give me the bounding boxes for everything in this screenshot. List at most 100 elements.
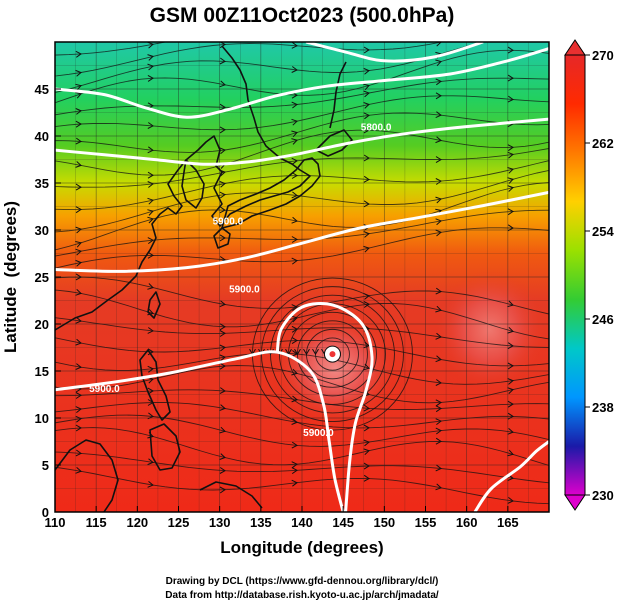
colorbar-max-arrow bbox=[564, 39, 586, 56]
streamline-arrow bbox=[507, 497, 514, 504]
streamline-arrow bbox=[75, 317, 82, 324]
streamline-arrow bbox=[75, 289, 82, 296]
streamline-arrow bbox=[147, 308, 154, 316]
streamline-arrow bbox=[75, 69, 82, 77]
streamline-arrow bbox=[508, 12, 514, 18]
streamline-arrow bbox=[219, 330, 226, 337]
streamline-arrow bbox=[507, 74, 514, 82]
streamline-arrow bbox=[507, 428, 514, 435]
streamline-arrow bbox=[147, 209, 154, 216]
y-tick-label: 10 bbox=[35, 411, 49, 426]
streamline-arrow bbox=[507, 300, 514, 308]
streamline-arrow bbox=[147, 181, 154, 188]
streamline-arrow bbox=[291, 118, 298, 126]
y-tick-label: 45 bbox=[35, 82, 49, 97]
streamline-arrow bbox=[435, 355, 442, 363]
streamline-arrow bbox=[75, 137, 82, 145]
x-tick-label: 155 bbox=[415, 515, 437, 530]
y-tick-label: 30 bbox=[35, 223, 49, 238]
streamline-arrow bbox=[435, 59, 442, 67]
streamline-arrow bbox=[291, 441, 298, 449]
vortex-eye bbox=[329, 351, 336, 358]
coastline-east-asia bbox=[55, 45, 311, 331]
streamline-arrow bbox=[363, 102, 370, 109]
streamline-arrow bbox=[508, 34, 513, 40]
coastline-new-guinea bbox=[199, 481, 263, 509]
streamline-arrow bbox=[291, 216, 298, 224]
x-tick-label: 140 bbox=[291, 515, 313, 530]
streamline-arrow bbox=[75, 415, 82, 423]
streamline-arrow bbox=[219, 344, 226, 352]
streamline-arrow bbox=[363, 46, 370, 54]
contour-label: 5900.0 bbox=[229, 284, 260, 295]
streamline-arrow bbox=[219, 486, 226, 494]
colorbar-tick-label: 262 bbox=[592, 136, 614, 151]
colorbar: 230 238 246 254 262 270 bbox=[564, 39, 614, 511]
streamlines bbox=[55, 12, 549, 505]
streamline-arrow bbox=[363, 424, 370, 432]
streamline-arrow bbox=[435, 92, 442, 100]
streamline-arrow bbox=[147, 216, 154, 224]
y-tick-label: 15 bbox=[35, 364, 49, 379]
streamline-arrow bbox=[75, 83, 82, 91]
streamline-arrow bbox=[291, 395, 298, 403]
streamline-arrow bbox=[219, 103, 226, 111]
x-tick-label: 150 bbox=[373, 515, 395, 530]
x-tick-label: 135 bbox=[250, 515, 272, 530]
streamline-arrow bbox=[294, 348, 301, 356]
streamline-arrow bbox=[363, 462, 370, 470]
streamline-arrow bbox=[507, 46, 514, 54]
streamline-arrow bbox=[291, 191, 298, 199]
streamline-arrow bbox=[219, 300, 226, 308]
streamline-arrow bbox=[75, 92, 82, 99]
colorbar-tick-label: 254 bbox=[592, 224, 614, 239]
streamline-arrow bbox=[507, 387, 514, 394]
coastline-luzon bbox=[139, 349, 171, 421]
streamline-arrow bbox=[363, 363, 370, 371]
streamline-arrow bbox=[303, 348, 310, 356]
streamline-arrow bbox=[75, 226, 82, 234]
y-tick-label: 40 bbox=[35, 129, 49, 144]
contour-label: 5900.0 bbox=[213, 217, 244, 228]
streamline-arrow bbox=[147, 54, 154, 61]
streamline-arrow bbox=[219, 126, 226, 134]
streamline-arrow bbox=[291, 257, 298, 265]
streamline-arrow bbox=[507, 208, 514, 216]
streamline-arrow bbox=[291, 304, 298, 311]
x-tick-label: 160 bbox=[456, 515, 478, 530]
streamline-arrow bbox=[219, 191, 226, 199]
coastline-sakhalin bbox=[329, 61, 347, 129]
streamline-arrow bbox=[507, 144, 514, 152]
streamline-arrow bbox=[507, 400, 514, 408]
streamline-arrow bbox=[291, 138, 298, 145]
streamline-arrow bbox=[363, 245, 370, 253]
contour-label: 5900.0 bbox=[89, 384, 120, 395]
streamline-arrow bbox=[435, 178, 442, 185]
streamline-arrow bbox=[75, 50, 82, 58]
streamline-arrow bbox=[147, 42, 154, 49]
streamline-arrow bbox=[219, 147, 226, 155]
streamline-arrow bbox=[147, 458, 154, 466]
streamline-arrow bbox=[435, 427, 442, 435]
streamline-arrow bbox=[75, 120, 82, 128]
x-tick-label: 130 bbox=[209, 515, 231, 530]
streamline-arrow bbox=[75, 259, 82, 267]
streamline-arrow bbox=[435, 287, 442, 295]
streamline-arrow bbox=[507, 185, 514, 192]
streamline-arrow bbox=[363, 301, 370, 308]
streamline-arrow bbox=[291, 461, 298, 469]
streamline-arrow bbox=[147, 122, 154, 129]
streamline-arrow bbox=[507, 449, 514, 457]
typhoon-vortex bbox=[323, 345, 341, 363]
streamline-arrow bbox=[219, 354, 226, 362]
y-tick-label: 20 bbox=[35, 317, 49, 332]
streamline-arrow bbox=[291, 172, 298, 179]
streamline-arrow bbox=[435, 399, 442, 407]
streamline-arrow bbox=[75, 424, 82, 432]
gridlines bbox=[55, 42, 549, 512]
streamline-arrow bbox=[75, 108, 82, 115]
colorbar-tick-label: 238 bbox=[592, 400, 614, 415]
streamline-arrow bbox=[435, 464, 442, 472]
streamline-arrow bbox=[75, 392, 82, 399]
coastline-japan-hokkaido bbox=[315, 129, 353, 157]
